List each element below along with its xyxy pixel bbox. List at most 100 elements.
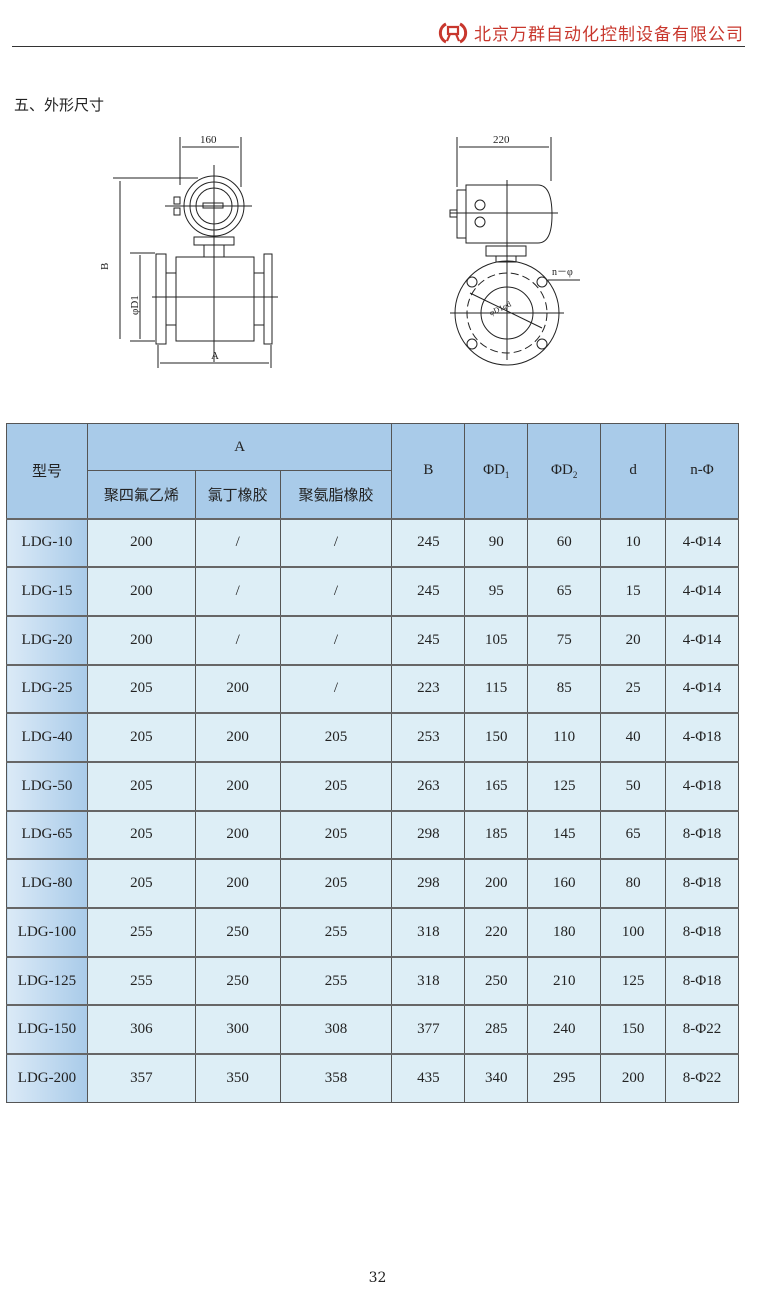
value-cell: 165 bbox=[464, 761, 529, 812]
value-cell: 205 bbox=[279, 810, 393, 860]
value-cell: 10 bbox=[600, 518, 667, 568]
header-model: 型号 bbox=[6, 423, 88, 519]
value-cell: 358 bbox=[279, 1053, 393, 1103]
value-cell: 318 bbox=[391, 956, 466, 1006]
value-cell: 245 bbox=[391, 566, 466, 617]
value-cell: 295 bbox=[527, 1053, 602, 1103]
value-cell: 95 bbox=[464, 566, 529, 617]
value-cell: 4-Φ14 bbox=[665, 664, 739, 714]
value-cell: 377 bbox=[391, 1004, 466, 1055]
value-cell: 205 bbox=[86, 761, 196, 812]
value-cell: 65 bbox=[527, 566, 602, 617]
value-cell: 115 bbox=[464, 664, 529, 714]
value-cell: 8-Φ18 bbox=[665, 810, 739, 860]
inner-diameter-label: φD1φd bbox=[488, 300, 513, 318]
table-row: LDG-125 255 250 255 318 250 210 125 8-Φ18 bbox=[6, 956, 739, 1006]
table-row: LDG-10 200//245 90 60 10 4-Φ14 bbox=[6, 518, 739, 568]
table-row: LDG-100 255 250 255 318 220 180 100 8-Φ18 bbox=[6, 907, 739, 958]
header-d: d bbox=[600, 423, 667, 519]
value-cell: 308 bbox=[279, 1004, 393, 1055]
dimension-a-label: A bbox=[211, 350, 219, 362]
value-cell: 255 bbox=[279, 907, 393, 958]
value-cell: 435 bbox=[391, 1053, 466, 1103]
header-d2: ΦD2 bbox=[527, 423, 602, 519]
value-cell: 60 bbox=[527, 518, 602, 568]
header-d1: ΦD1 bbox=[464, 423, 529, 519]
value-cell: 205 bbox=[86, 810, 196, 860]
value-cell: 200 bbox=[86, 566, 196, 617]
page-header: 北京万群自动化控制设备有限公司 bbox=[438, 20, 744, 45]
table-row: LDG-65 205 200 205 298 185 145 65 8-Φ18 bbox=[6, 810, 739, 860]
value-cell: 125 bbox=[600, 956, 667, 1006]
model-cell: LDG-150 bbox=[6, 1004, 88, 1055]
header-a: A bbox=[86, 423, 393, 471]
value-cell: 223 bbox=[391, 664, 466, 714]
header-a-neoprene: 氯丁橡胶 bbox=[194, 470, 281, 519]
value-cell: 253 bbox=[391, 712, 466, 763]
model-cell: LDG-80 bbox=[6, 858, 88, 909]
value-cell: 255 bbox=[86, 907, 196, 958]
value-cell: 255 bbox=[86, 956, 196, 1006]
value-cell: 4-Φ14 bbox=[665, 566, 739, 617]
dimension-220-label: 220 bbox=[493, 134, 510, 146]
value-cell: 185 bbox=[464, 810, 529, 860]
value-cell: 200 bbox=[464, 858, 529, 909]
section-title: 五、外形尺寸 bbox=[14, 96, 105, 114]
model-cell: LDG-10 bbox=[6, 518, 88, 568]
value-cell: 298 bbox=[391, 810, 466, 860]
value-cell: 150 bbox=[600, 1004, 667, 1055]
value-cell: 75 bbox=[527, 615, 602, 666]
value-cell: 145 bbox=[527, 810, 602, 860]
value-cell: 285 bbox=[464, 1004, 529, 1055]
holes-label: n－φ bbox=[552, 267, 573, 278]
dimension-b-label: B bbox=[99, 263, 111, 270]
value-cell: 200 bbox=[86, 615, 196, 666]
dimension-160-label: 160 bbox=[200, 134, 217, 146]
value-cell: 205 bbox=[86, 664, 196, 714]
value-cell: 220 bbox=[464, 907, 529, 958]
value-cell: 306 bbox=[86, 1004, 196, 1055]
value-cell: 250 bbox=[464, 956, 529, 1006]
dimension-table: 型号 A B ΦD1 ΦD2 d n-Φ 聚四氟乙烯 氯丁橡胶 聚氨脂橡胶 LD… bbox=[6, 423, 739, 1103]
value-cell: 205 bbox=[279, 761, 393, 812]
table-row: LDG-15 200//245 95 65 15 4-Φ14 bbox=[6, 566, 739, 617]
value-cell: 298 bbox=[391, 858, 466, 909]
value-cell: 125 bbox=[527, 761, 602, 812]
value-cell: 340 bbox=[464, 1053, 529, 1103]
value-cell: 200 bbox=[194, 810, 281, 860]
value-cell: 80 bbox=[600, 858, 667, 909]
page-number: 32 bbox=[368, 1270, 387, 1286]
model-cell: LDG-15 bbox=[6, 566, 88, 617]
value-cell: 250 bbox=[194, 907, 281, 958]
value-cell: 160 bbox=[527, 858, 602, 909]
value-cell: 40 bbox=[600, 712, 667, 763]
value-cell: 250 bbox=[194, 956, 281, 1006]
model-cell: LDG-25 bbox=[6, 664, 88, 714]
model-cell: LDG-125 bbox=[6, 956, 88, 1006]
value-cell: 180 bbox=[527, 907, 602, 958]
table-row: LDG-150 306 300 308 377 285 240 150 8-Φ22 bbox=[6, 1004, 739, 1055]
value-cell: 200 bbox=[194, 712, 281, 763]
value-cell: / bbox=[194, 566, 281, 617]
value-cell: 200 bbox=[600, 1053, 667, 1103]
header-a-polyurethane: 聚氨脂橡胶 bbox=[279, 470, 393, 519]
table-row: LDG-40 205 200 205 253 150 110 40 4-Φ18 bbox=[6, 712, 739, 763]
value-cell: 90 bbox=[464, 518, 529, 568]
value-cell: / bbox=[279, 664, 393, 714]
dimension-d1-label: φD1 bbox=[129, 295, 141, 315]
value-cell: 350 bbox=[194, 1053, 281, 1103]
value-cell: 4-Φ14 bbox=[665, 615, 739, 666]
value-cell: 205 bbox=[279, 858, 393, 909]
value-cell: 100 bbox=[600, 907, 667, 958]
front-view-diagram: 160 B φD1 A bbox=[99, 134, 278, 368]
value-cell: 25 bbox=[600, 664, 667, 714]
value-cell: 263 bbox=[391, 761, 466, 812]
value-cell: 357 bbox=[86, 1053, 196, 1103]
model-cell: LDG-65 bbox=[6, 810, 88, 860]
header-divider bbox=[12, 46, 745, 47]
table-row: LDG-25 205 200/223 115 85 25 4-Φ14 bbox=[6, 664, 739, 714]
value-cell: 8-Φ22 bbox=[665, 1004, 739, 1055]
value-cell: / bbox=[279, 566, 393, 617]
header-b: B bbox=[391, 423, 466, 519]
